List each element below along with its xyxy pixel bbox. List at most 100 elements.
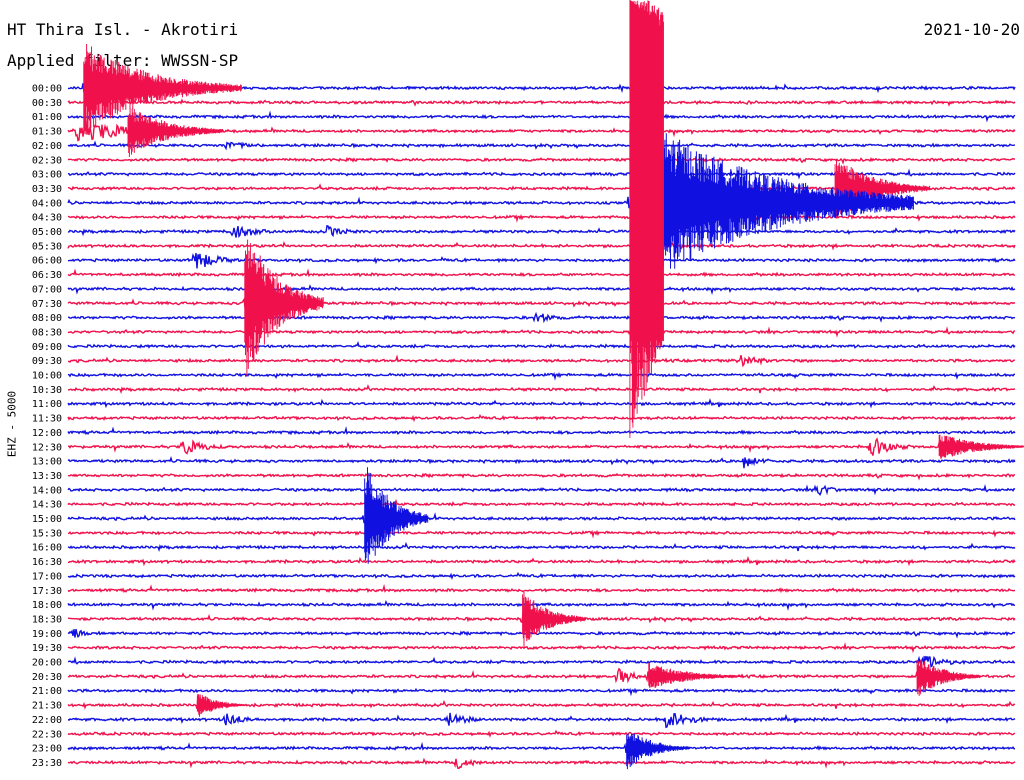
seismic-event	[127, 108, 223, 157]
seismic-event	[626, 733, 691, 770]
trace-row	[67, 529, 1016, 539]
row-time-label: 20:00	[32, 658, 62, 669]
row-time-label: 05:30	[32, 241, 62, 252]
row-time-label: 16:30	[32, 557, 62, 568]
trace-row	[67, 599, 1016, 611]
row-time-label: 06:00	[32, 256, 62, 267]
trace-row	[67, 498, 1016, 508]
trace-row	[67, 508, 1016, 526]
row-time-label: 15:30	[32, 528, 62, 539]
trace-row	[67, 110, 1016, 123]
trace-row	[67, 665, 1016, 687]
row-time-label: 21:00	[32, 686, 62, 697]
trace-row	[67, 156, 1015, 165]
row-time-label: 16:00	[32, 543, 62, 554]
trace-row	[67, 240, 1016, 251]
trace-row	[67, 484, 1016, 496]
row-time-label: 10:00	[32, 371, 62, 382]
seismic-event	[916, 659, 981, 696]
row-time-label: 00:30	[32, 98, 62, 109]
trace-row	[67, 224, 1016, 239]
trace-row	[67, 213, 1016, 223]
trace-row	[67, 398, 1016, 409]
row-time-label: 03:00	[32, 170, 62, 181]
row-time-label: 13:30	[32, 471, 62, 482]
row-time-label: 23:00	[32, 744, 62, 755]
station-title: HT Thira Isl. - Akrotiri	[7, 20, 239, 39]
trace-row	[67, 642, 1016, 654]
seismic-event	[364, 467, 429, 564]
trace-row	[67, 729, 1016, 738]
row-time-label: 22:30	[32, 729, 62, 740]
major-earthquake-trace	[629, 0, 664, 438]
row-time-label: 15:00	[32, 514, 62, 525]
trace-row	[67, 712, 1016, 729]
trace-row	[67, 295, 1016, 311]
row-time-label: 20:30	[32, 672, 62, 683]
trace-row	[67, 284, 1016, 296]
row-time-label: 00:00	[32, 84, 62, 95]
row-time-label: 19:30	[32, 643, 62, 654]
trace-row	[67, 757, 1016, 769]
trace-row	[67, 413, 1016, 423]
seismic-event	[834, 158, 931, 219]
row-time-label: 17:30	[32, 586, 62, 597]
trace-row	[67, 687, 1016, 697]
trace-row	[67, 354, 1016, 368]
trace-row	[67, 456, 1016, 469]
row-time-label: 22:00	[32, 715, 62, 726]
row-time-label: 04:00	[32, 198, 62, 209]
trace-row	[67, 541, 1016, 553]
row-time-label: 17:00	[32, 571, 62, 582]
row-time-label: 06:30	[32, 270, 62, 281]
row-time-label: 11:30	[32, 414, 62, 425]
row-time-label: 08:00	[32, 313, 62, 324]
trace-row	[68, 555, 1016, 567]
trace-row	[67, 371, 1016, 381]
seismic-event	[196, 694, 245, 717]
date-label: 2021-10-20	[923, 20, 1020, 39]
row-time-label: 02:30	[32, 155, 62, 166]
row-time-label: 13:00	[32, 457, 62, 468]
row-time-label: 07:30	[32, 299, 62, 310]
trace-row	[67, 737, 1016, 755]
row-time-label: 18:00	[32, 600, 62, 611]
trace-row	[67, 168, 1016, 180]
event-group	[83, 0, 1024, 770]
row-time-label: 23:30	[32, 758, 62, 769]
seismic-event	[522, 592, 587, 647]
trace-row	[67, 628, 1016, 639]
row-time-label: 07:00	[32, 284, 62, 295]
trace-row	[67, 472, 1016, 481]
row-time-label: 05:00	[32, 227, 62, 238]
row-label-group: 00:00 00:30 01:00 01:30 02:00 02:30 03:00 03:30…	[32, 84, 62, 769]
trace-row	[67, 571, 1016, 581]
row-time-label: 01:30	[32, 127, 62, 138]
trace-row	[67, 341, 1016, 350]
trace-row	[67, 311, 1016, 324]
trace-row	[67, 120, 1016, 142]
seismic-event	[244, 239, 324, 377]
channel-label: EHZ - 5000	[5, 390, 19, 458]
seismic-event	[938, 434, 1024, 459]
row-time-label: 04:30	[32, 213, 62, 224]
row-time-label: 10:30	[32, 385, 62, 396]
trace-row	[67, 426, 1016, 436]
row-time-label: 01:00	[32, 112, 62, 123]
row-time-label: 18:30	[32, 614, 62, 625]
trace-row	[67, 326, 1016, 338]
row-time-label: 11:00	[32, 399, 62, 410]
trace-row	[67, 437, 1016, 460]
row-time-label: 21:30	[32, 701, 62, 712]
row-time-label: 19:00	[32, 629, 62, 640]
row-time-label: 09:30	[32, 356, 62, 367]
trace-row	[67, 252, 1016, 269]
row-time-label: 12:00	[32, 428, 62, 439]
trace-row	[67, 655, 1016, 669]
trace-row	[67, 384, 1016, 395]
trace-row	[67, 98, 1016, 108]
row-time-label: 14:00	[32, 485, 62, 496]
row-time-label: 12:30	[32, 442, 62, 453]
trace-row	[67, 583, 1016, 594]
